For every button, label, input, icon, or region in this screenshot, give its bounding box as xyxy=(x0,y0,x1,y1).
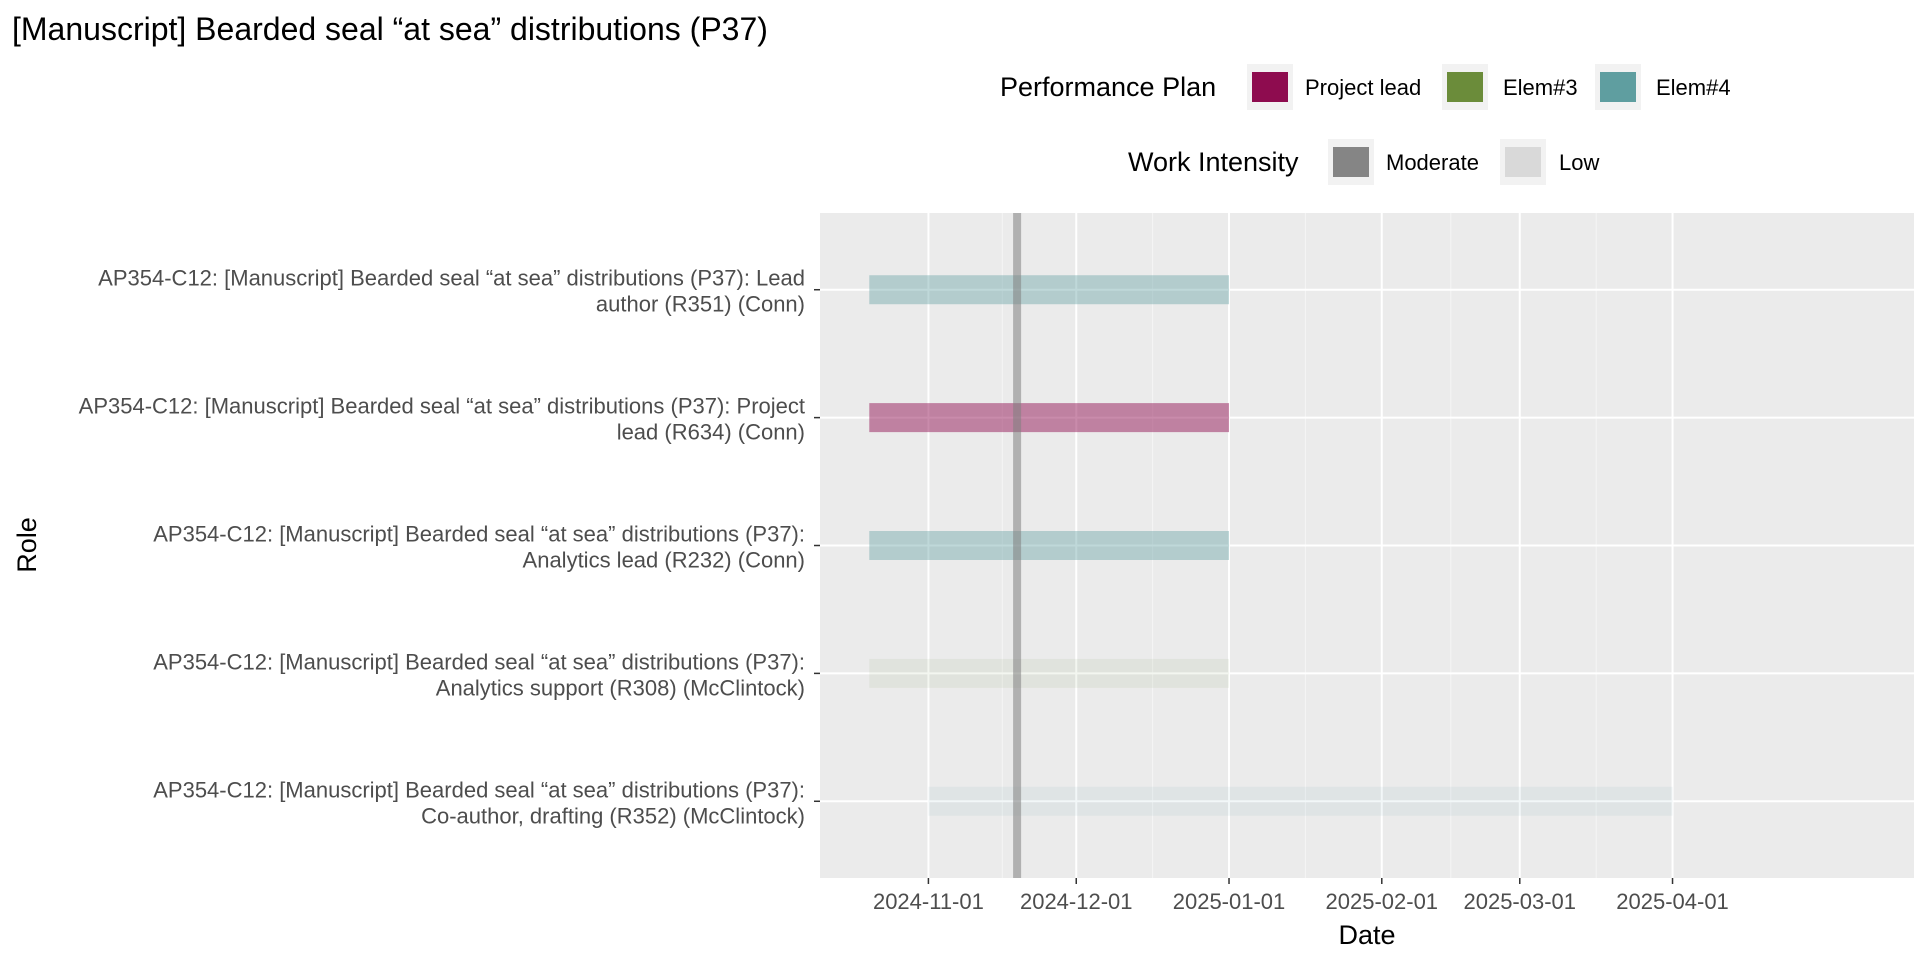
y-tick-label: AP354-C12: [Manuscript] Bearded seal “at… xyxy=(98,266,805,317)
legend-label: Elem#3 xyxy=(1503,75,1578,100)
y-tick-label-line: author (R351) (Conn) xyxy=(596,292,805,317)
y-tick-label: AP354-C12: [Manuscript] Bearded seal “at… xyxy=(153,777,805,828)
y-tick-label: AP354-C12: [Manuscript] Bearded seal “at… xyxy=(153,649,805,700)
y-tick-label-line: AP354-C12: [Manuscript] Bearded seal “at… xyxy=(153,522,805,547)
y-axis-title: Role xyxy=(12,517,42,573)
chart-title: [Manuscript] Bearded seal “at sea” distr… xyxy=(12,11,768,47)
y-tick-label: AP354-C12: [Manuscript] Bearded seal “at… xyxy=(153,522,805,573)
y-tick-label-line: AP354-C12: [Manuscript] Bearded seal “at… xyxy=(153,649,805,674)
timeline-bar xyxy=(869,403,1230,433)
timeline-bar xyxy=(869,531,1230,560)
legend-swatch xyxy=(1505,147,1541,177)
timeline-bar xyxy=(869,658,1230,688)
timeline-bar xyxy=(928,786,1673,816)
y-tick-label-line: AP354-C12: [Manuscript] Bearded seal “at… xyxy=(98,266,805,291)
legend-swatch xyxy=(1333,147,1369,177)
legend-title: Performance Plan xyxy=(1000,72,1216,102)
legend-label: Elem#4 xyxy=(1656,75,1731,100)
x-tick-label: 2024-11-01 xyxy=(873,889,984,914)
y-tick-label: AP354-C12: [Manuscript] Bearded seal “at… xyxy=(79,394,805,445)
x-tick-label: 2025-02-01 xyxy=(1326,889,1439,914)
legend-title: Work Intensity xyxy=(1128,147,1299,177)
legend: Performance Plan Project lead Elem#3 Elem#4… xyxy=(1000,64,1731,185)
x-tick-label: 2025-04-01 xyxy=(1616,889,1729,914)
grid-lines xyxy=(820,213,1914,878)
x-tick-label: 2025-01-01 xyxy=(1173,889,1286,914)
legend-label: Project lead xyxy=(1305,75,1421,100)
legend-swatch xyxy=(1252,72,1288,102)
timeline-bar xyxy=(869,275,1230,305)
y-tick-label-line: Co-author, drafting (R352) (McClintock) xyxy=(421,803,805,828)
y-tick-label-line: lead (R634) (Conn) xyxy=(617,420,805,445)
legend-label: Moderate xyxy=(1386,150,1479,175)
y-axis: AP354-C12: [Manuscript] Bearded seal “at… xyxy=(79,266,820,828)
x-tick-label: 2025-03-01 xyxy=(1463,889,1576,914)
x-tick-label: 2024-12-01 xyxy=(1020,889,1133,914)
legend-swatch xyxy=(1447,72,1483,102)
legend-swatch xyxy=(1600,72,1636,102)
y-tick-label-line: Analytics support (R308) (McClintock) xyxy=(436,675,805,700)
legend-label: Low xyxy=(1559,150,1599,175)
x-axis-title: Date xyxy=(1338,920,1395,950)
y-tick-label-line: AP354-C12: [Manuscript] Bearded seal “at… xyxy=(79,394,805,419)
y-tick-label-line: AP354-C12: [Manuscript] Bearded seal “at… xyxy=(153,777,805,802)
bars xyxy=(869,275,1673,816)
x-axis: 2024-11-01 2024-12-01 2025-01-01 2025-02-01… xyxy=(873,878,1729,914)
y-tick-label-line: Analytics lead (R232) (Conn) xyxy=(523,548,805,573)
